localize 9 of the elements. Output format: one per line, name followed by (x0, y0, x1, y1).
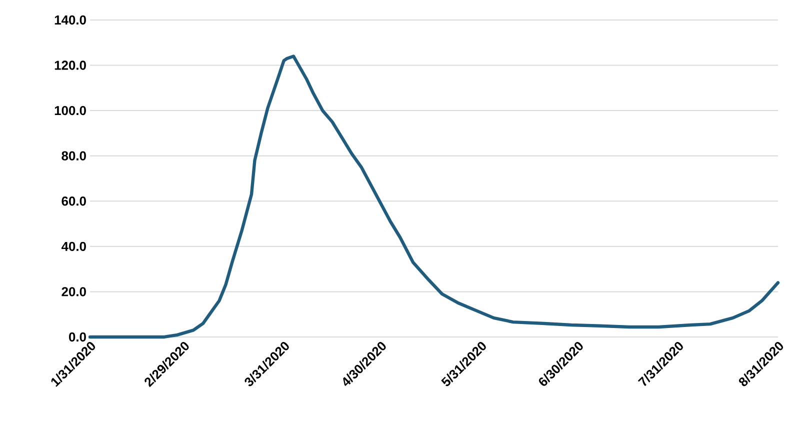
y-tick-label: 140.0 (54, 15, 86, 25)
y-tick-label: 40.0 (61, 242, 86, 251)
y-tick-label: 60.0 (62, 196, 86, 206)
y-tick-label: 100.0 (54, 106, 86, 116)
y-tick-label: 120.0 (54, 60, 86, 70)
y-tick-label: 20.0 (62, 287, 86, 296)
line-series (88, 54, 780, 339)
y-tick-label: 0.0 (69, 332, 86, 342)
y-tick-label: 80.0 (62, 151, 86, 160)
